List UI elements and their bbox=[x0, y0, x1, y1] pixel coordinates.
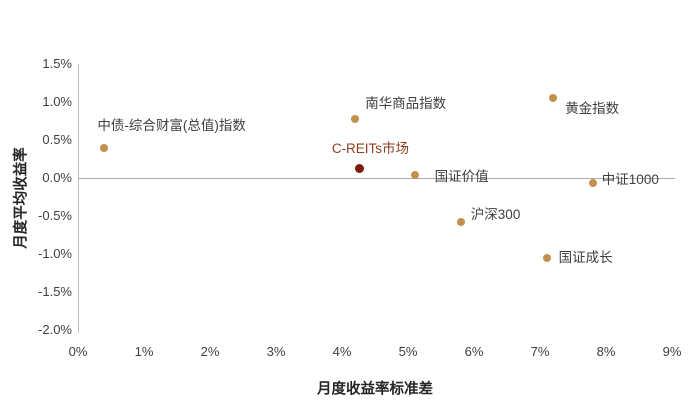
x-tick-label: 6% bbox=[464, 344, 484, 359]
data-point bbox=[588, 178, 597, 187]
x-tick-label: 8% bbox=[596, 344, 616, 359]
x-tick-label: 3% bbox=[266, 344, 286, 359]
y-axis-line bbox=[78, 64, 79, 333]
x-tick-label: 1% bbox=[134, 344, 154, 359]
y-tick-label: -1.0% bbox=[38, 246, 72, 261]
data-point-label: 中债-综合财富(总值)指数 bbox=[97, 118, 246, 134]
data-point-label: 黄金指数 bbox=[565, 100, 620, 116]
y-tick-label: -0.5% bbox=[38, 208, 72, 223]
y-tick-label: 1.0% bbox=[42, 94, 72, 109]
y-tick-label: 1.5% bbox=[42, 56, 72, 71]
x-tick-label: 9% bbox=[662, 344, 682, 359]
data-point-label: C-REITs市场 bbox=[331, 141, 410, 157]
x-tick-label: 5% bbox=[398, 344, 418, 359]
x-tick-label: 2% bbox=[200, 344, 220, 359]
data-point-label: 中证1000 bbox=[601, 172, 659, 188]
data-point bbox=[355, 164, 365, 174]
y-tick-label: 0.5% bbox=[42, 132, 72, 147]
data-point bbox=[351, 114, 360, 123]
data-point bbox=[410, 170, 419, 179]
data-point bbox=[456, 218, 465, 227]
x-axis-title: 月度收益率标准差 bbox=[317, 381, 433, 398]
y-tick-label: -1.5% bbox=[38, 284, 72, 299]
y-tick-label: -2.0% bbox=[38, 322, 72, 337]
data-point bbox=[549, 94, 558, 103]
data-point-label: 国证成长 bbox=[558, 250, 613, 266]
x-tick-label: 4% bbox=[332, 344, 352, 359]
data-point-label: 沪深300 bbox=[470, 206, 521, 222]
data-point-label: 南华商品指数 bbox=[365, 96, 447, 112]
x-tick-label: 0% bbox=[68, 344, 88, 359]
y-axis-title: 月度平均收益率 bbox=[13, 147, 30, 249]
zero-gridline bbox=[78, 178, 675, 179]
y-tick-label: 0.0% bbox=[42, 170, 72, 185]
data-point bbox=[542, 253, 551, 262]
x-tick-label: 7% bbox=[530, 344, 550, 359]
data-point-label: 国证价值 bbox=[434, 169, 489, 185]
data-point bbox=[100, 143, 109, 152]
